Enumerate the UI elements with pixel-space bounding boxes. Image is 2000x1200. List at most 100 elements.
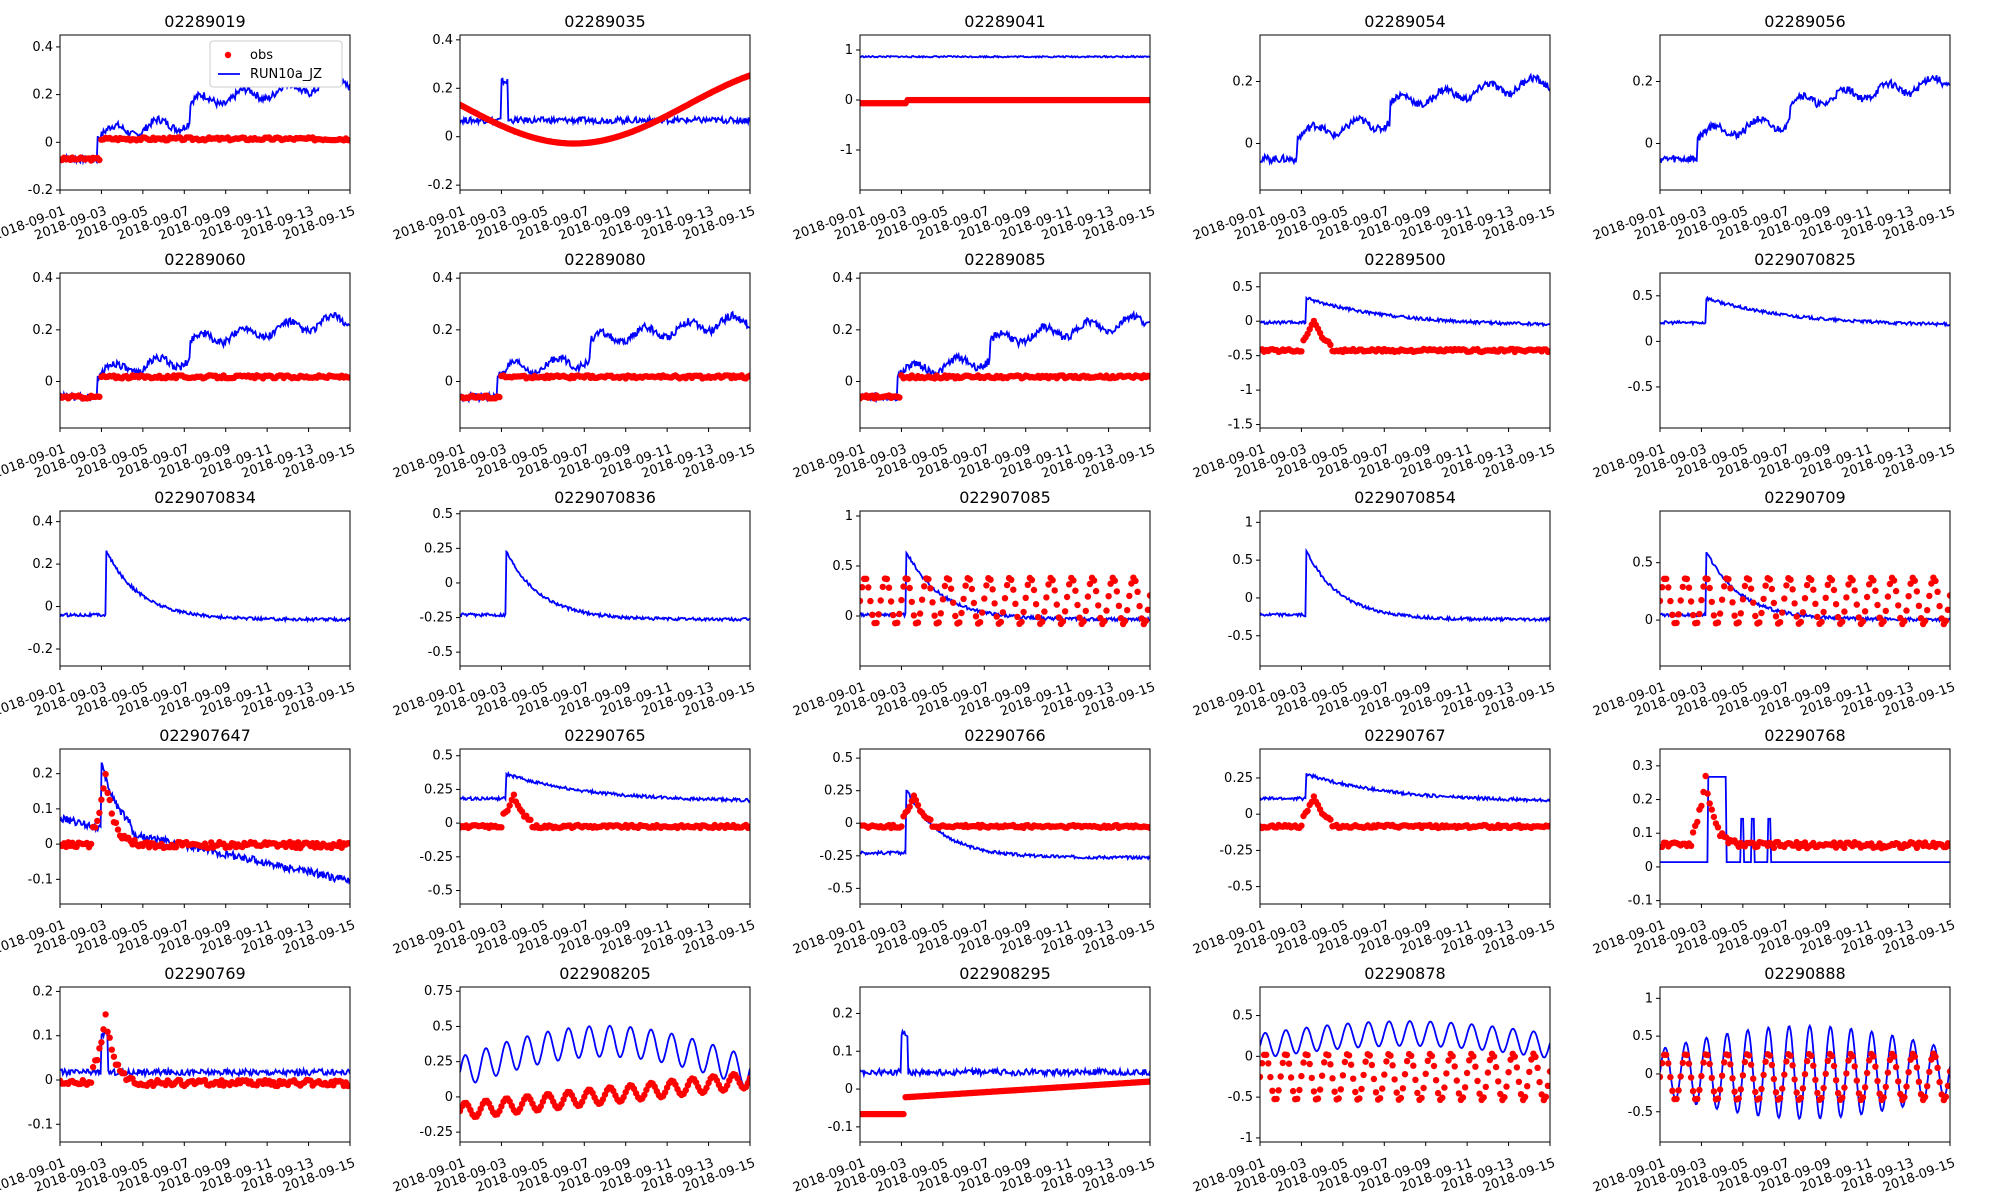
obs-point <box>1745 1052 1753 1059</box>
subplot-02290888: 02290888-0.500.512018-09-012018-09-03201… <box>1591 964 1957 1196</box>
y-tick-label: -0.2 <box>28 183 53 198</box>
obs-point <box>956 619 963 626</box>
obs-point <box>1758 1085 1765 1093</box>
axes-frame <box>59 986 351 1143</box>
y-tick-label: 0.2 <box>832 323 853 338</box>
obs-point <box>1428 1052 1436 1060</box>
obs-point <box>1814 613 1821 621</box>
obs-point <box>1124 607 1131 614</box>
obs-point <box>1453 1077 1461 1084</box>
obs-point <box>918 596 926 603</box>
obs-point <box>1028 576 1036 584</box>
obs-point <box>1370 1075 1378 1083</box>
obs-point <box>1921 1093 1929 1101</box>
obs-point <box>1142 617 1150 624</box>
y-tick-label: 1 <box>845 43 853 58</box>
obs-point <box>1300 1059 1307 1066</box>
subplot-02289054: 0228905400.22018-09-012018-09-032018-09-… <box>1191 12 1557 244</box>
model-series-line <box>60 550 350 624</box>
obs-point <box>1341 1058 1349 1066</box>
obs-point <box>1486 1056 1494 1064</box>
legend-obs-marker <box>224 51 232 59</box>
obs-point <box>1121 617 1129 625</box>
obs-point <box>1892 587 1900 595</box>
obs-point <box>1546 822 1550 829</box>
obs-point <box>1310 1088 1318 1095</box>
obs-point <box>1886 580 1894 588</box>
obs-point <box>1791 600 1798 607</box>
obs-point <box>1694 1095 1701 1103</box>
obs-point <box>1679 1059 1687 1067</box>
obs-point <box>1316 1086 1324 1093</box>
obs-point <box>916 610 924 617</box>
obs-point <box>1750 1075 1757 1082</box>
obs-point <box>1934 588 1941 595</box>
obs-point <box>927 585 934 592</box>
obs-point <box>1669 1087 1676 1095</box>
obs-point <box>1863 593 1871 601</box>
obs-point <box>1834 613 1842 621</box>
obs-point <box>1820 1084 1827 1092</box>
y-tick-label: 0.5 <box>432 749 453 764</box>
y-tick-label: 0.1 <box>32 802 53 817</box>
obs-point <box>1082 607 1090 615</box>
obs-point <box>1750 599 1757 606</box>
obs-point <box>460 1107 464 1115</box>
obs-point <box>968 585 976 593</box>
axes-frame <box>859 748 1151 905</box>
subplot-02289041: 02289041-1012018-09-012018-09-032018-09-… <box>791 12 1157 244</box>
obs-point <box>1843 1070 1850 1077</box>
obs-point <box>877 597 884 604</box>
obs-point <box>1070 577 1077 584</box>
obs-series <box>60 372 350 402</box>
obs-point <box>1536 1078 1543 1086</box>
y-tick-label: -0.25 <box>1219 843 1253 858</box>
obs-point <box>1146 373 1150 380</box>
obs-point <box>1034 613 1042 621</box>
obs-point <box>1886 1056 1894 1064</box>
obs-point <box>98 796 105 803</box>
obs-point <box>620 1094 627 1101</box>
obs-point <box>106 1034 113 1041</box>
obs-point <box>1059 618 1067 625</box>
obs-point <box>1799 609 1807 616</box>
obs-point <box>1779 609 1786 616</box>
obs-point <box>1669 611 1676 618</box>
model-series-line <box>460 310 750 404</box>
obs-point <box>1039 618 1046 625</box>
obs-point <box>1314 1095 1322 1102</box>
obs-point <box>1086 580 1094 588</box>
y-tick-label: -0.1 <box>1628 894 1653 909</box>
obs-point <box>1824 1057 1832 1065</box>
obs-point <box>1706 1060 1713 1068</box>
obs-point <box>1362 1058 1369 1065</box>
obs-point <box>498 824 505 831</box>
obs-point <box>1766 576 1774 583</box>
obs-point <box>1814 1089 1821 1097</box>
obs-point <box>1789 1062 1796 1069</box>
subplot-title: 02289056 <box>1764 12 1845 31</box>
obs-point <box>1439 1094 1446 1101</box>
legend: obs RUN10a_JZ <box>209 40 343 88</box>
obs-point <box>504 807 511 814</box>
obs-series <box>1260 317 1550 356</box>
obs-series <box>860 96 1150 107</box>
obs-point <box>1913 588 1921 595</box>
obs-point <box>1387 1052 1394 1059</box>
y-tick-label: 0.5 <box>1632 556 1653 571</box>
obs-point <box>1830 1062 1838 1070</box>
obs-point <box>952 612 959 620</box>
subplot-02290709: 0229070900.52018-09-012018-09-032018-09-… <box>1591 488 1957 720</box>
axes-frame <box>1659 34 1951 191</box>
subplot-02289080: 0228908000.20.42018-09-012018-09-032018-… <box>391 250 757 482</box>
obs-point <box>1924 1083 1931 1090</box>
subplot-title: 02289080 <box>564 250 645 269</box>
obs-series <box>1660 1050 1950 1104</box>
y-tick-label: 0.4 <box>32 40 53 55</box>
obs-point <box>1861 608 1869 615</box>
obs-point <box>1103 607 1110 614</box>
obs-point <box>1053 601 1061 608</box>
y-tick-label: 0.4 <box>832 271 853 286</box>
obs-point <box>1768 585 1776 593</box>
obs-point <box>1410 1062 1417 1069</box>
